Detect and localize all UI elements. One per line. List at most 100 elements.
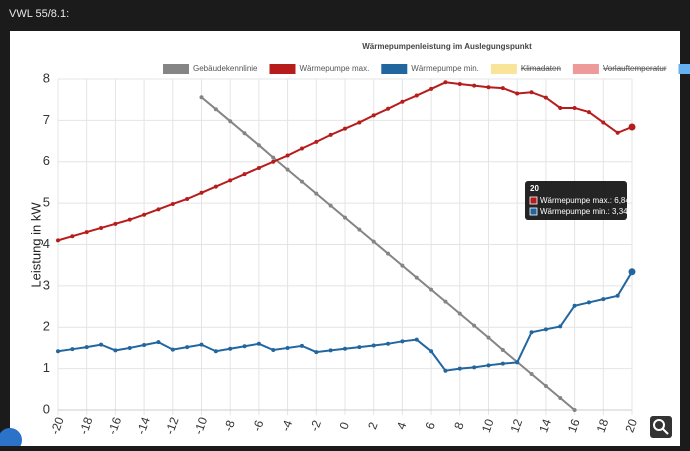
point bbox=[558, 396, 562, 400]
point bbox=[171, 348, 175, 352]
point bbox=[271, 156, 275, 160]
point bbox=[357, 228, 361, 232]
legend-swatch bbox=[270, 64, 296, 74]
point bbox=[99, 343, 103, 347]
point bbox=[386, 107, 390, 111]
point bbox=[142, 343, 146, 347]
point bbox=[487, 85, 491, 89]
point bbox=[343, 216, 347, 220]
point bbox=[228, 119, 232, 123]
point bbox=[185, 345, 189, 349]
zoom-button[interactable] bbox=[650, 416, 672, 438]
point bbox=[372, 113, 376, 117]
legend-label[interactable]: Wärmepumpe max. bbox=[300, 64, 370, 73]
y-tick-label: 1 bbox=[43, 360, 50, 375]
point bbox=[228, 347, 232, 351]
point bbox=[200, 343, 204, 347]
point bbox=[487, 336, 491, 340]
point bbox=[214, 107, 218, 111]
y-tick-label: 4 bbox=[43, 236, 50, 251]
point bbox=[372, 343, 376, 347]
y-tick-label: 6 bbox=[43, 153, 50, 168]
legend-swatch bbox=[679, 64, 690, 74]
y-tick-label: 3 bbox=[43, 277, 50, 292]
point bbox=[472, 84, 476, 88]
legend-swatch bbox=[491, 64, 517, 74]
legend-label[interactable]: Gebäudekennlinie bbox=[193, 64, 258, 73]
point bbox=[70, 234, 74, 238]
legend-swatch bbox=[163, 64, 189, 74]
point bbox=[56, 349, 60, 353]
point bbox=[429, 87, 433, 91]
point bbox=[544, 96, 548, 100]
point bbox=[429, 288, 433, 292]
point bbox=[300, 147, 304, 151]
tooltip-line: Wärmepumpe max.: 6,84 bbox=[540, 196, 630, 205]
legend-label[interactable]: Wärmepumpe min. bbox=[411, 64, 479, 73]
point bbox=[573, 304, 577, 308]
point bbox=[587, 300, 591, 304]
tooltip-title: 20 bbox=[530, 184, 539, 193]
point bbox=[515, 91, 519, 95]
point bbox=[415, 338, 419, 342]
point bbox=[443, 369, 447, 373]
legend-label[interactable]: Vorlauftemperatur bbox=[603, 64, 667, 73]
point bbox=[257, 143, 261, 147]
point bbox=[601, 297, 605, 301]
point bbox=[443, 300, 447, 304]
point bbox=[372, 240, 376, 244]
point bbox=[515, 360, 519, 364]
point bbox=[314, 140, 318, 144]
point bbox=[329, 133, 333, 137]
point bbox=[616, 131, 620, 135]
point bbox=[458, 82, 462, 86]
point bbox=[400, 339, 404, 343]
y-axis-title: Leistung in kW bbox=[28, 202, 43, 288]
point bbox=[573, 408, 577, 412]
tooltip-line: Wärmepumpe min.: 3,34 bbox=[540, 207, 628, 216]
y-tick-label: 0 bbox=[43, 401, 50, 416]
point bbox=[243, 131, 247, 135]
point bbox=[329, 204, 333, 208]
y-tick-label: 7 bbox=[43, 112, 50, 127]
point bbox=[357, 120, 361, 124]
point bbox=[243, 344, 247, 348]
point bbox=[314, 350, 318, 354]
point bbox=[501, 86, 505, 90]
point bbox=[286, 168, 290, 172]
y-tick-label: 2 bbox=[43, 319, 50, 334]
point bbox=[286, 346, 290, 350]
tooltip-swatch bbox=[530, 197, 537, 204]
point bbox=[329, 348, 333, 352]
legend-swatch bbox=[573, 64, 599, 74]
point bbox=[587, 110, 591, 114]
point bbox=[56, 238, 60, 242]
point bbox=[415, 94, 419, 98]
point bbox=[429, 349, 433, 353]
tooltip-swatch bbox=[530, 208, 537, 215]
point bbox=[400, 264, 404, 268]
header: VWL 55/8.1: bbox=[9, 8, 69, 20]
point bbox=[185, 197, 189, 201]
point bbox=[530, 90, 534, 94]
point bbox=[544, 384, 548, 388]
point bbox=[530, 330, 534, 334]
point bbox=[472, 324, 476, 328]
point bbox=[501, 348, 505, 352]
y-tick-label: 8 bbox=[43, 70, 50, 85]
point bbox=[214, 349, 218, 353]
legend-label[interactable]: Klimadaten bbox=[521, 64, 561, 73]
point bbox=[501, 362, 505, 366]
point bbox=[314, 192, 318, 196]
point bbox=[257, 166, 261, 170]
point bbox=[573, 106, 577, 110]
point bbox=[99, 226, 103, 230]
point bbox=[70, 347, 74, 351]
point bbox=[601, 120, 605, 124]
point bbox=[343, 127, 347, 131]
point bbox=[443, 80, 447, 84]
point bbox=[271, 348, 275, 352]
point bbox=[386, 252, 390, 256]
